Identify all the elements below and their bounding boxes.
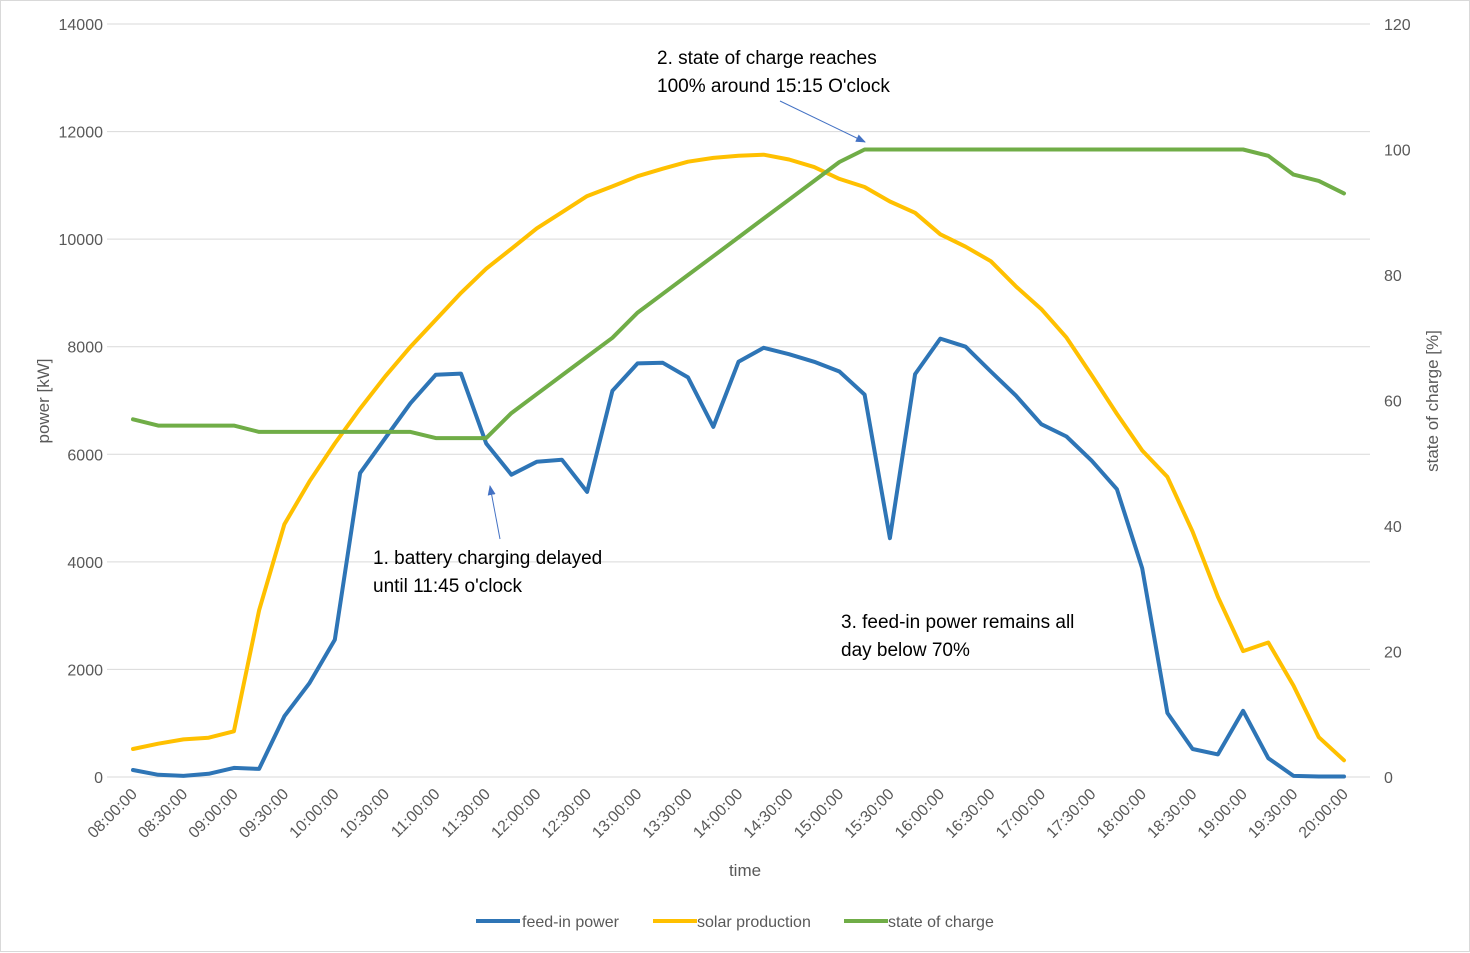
y2-tick-label: 0 [1384, 770, 1393, 787]
annotation-3: 3. feed-in power remains all day below 7… [841, 612, 1074, 661]
y2-tick-label: 20 [1384, 645, 1402, 662]
x-axis-title: time [729, 861, 761, 880]
series-line-feed-in-power [131, 336, 1346, 779]
series-lines [131, 147, 1346, 779]
annotation-1-arrow [487, 485, 501, 540]
x-tick-label: 19:00:00 [1195, 786, 1251, 842]
legend-label-state-of-charge: state of charge [888, 914, 994, 931]
legend-label-solar-production: solar production [697, 914, 811, 931]
x-tick-label: 18:00:00 [1094, 786, 1150, 842]
x-tick-label: 10:00:00 [287, 786, 343, 842]
x-tick-label: 15:30:00 [842, 786, 898, 842]
y-tick-label: 6000 [67, 447, 103, 464]
legend-label-feed-in-power: feed-in power [522, 914, 620, 931]
x-tick-label: 18:30:00 [1144, 786, 1200, 842]
x-tick-label: 20:00:00 [1296, 786, 1352, 842]
x-tick-label: 08:00:00 [85, 786, 141, 842]
x-tick-label: 16:30:00 [943, 786, 999, 842]
x-tick-label: 09:00:00 [186, 786, 242, 842]
y2-tick-label: 120 [1384, 17, 1411, 34]
x-tick-label: 16:00:00 [892, 786, 948, 842]
y-tick-label: 2000 [67, 662, 103, 679]
x-tick-label: 09:30:00 [236, 786, 292, 842]
x-tick-label: 12:00:00 [488, 786, 544, 842]
y2-tick-label: 80 [1384, 268, 1402, 285]
y2-tick-label: 60 [1384, 394, 1402, 411]
x-tick-label: 11:00:00 [388, 786, 443, 841]
annotation-2: 2. state of charge reaches 100% around 1… [657, 48, 890, 143]
annotation-2-line-2: 100% around 15:15 O'clock [657, 76, 890, 97]
annotation-2-arrow [779, 100, 866, 143]
y-tick-label: 8000 [67, 340, 103, 357]
annotation-3-line-2: day below 70% [841, 640, 970, 661]
x-tick-label: 08:30:00 [135, 786, 191, 842]
y2-tick-label: 100 [1384, 143, 1411, 160]
x-tick-label: 12:30:00 [539, 786, 595, 842]
series-line-state-of-charge [131, 147, 1346, 441]
series-line-solar-production [131, 152, 1346, 763]
x-tick-label: 15:00:00 [791, 786, 847, 842]
y-tick-label: 0 [94, 770, 103, 787]
x-tick-label: 17:00:00 [993, 786, 1049, 842]
gridlines [107, 23, 1370, 778]
legend: feed-in power solar production state of … [476, 914, 994, 931]
x-tick-label: 14:00:00 [690, 786, 746, 842]
x-tick-label: 17:30:00 [1043, 786, 1099, 842]
x-tick-label: 13:30:00 [640, 786, 696, 842]
annotation-1-line-1: 1. battery charging delayed [373, 548, 602, 569]
x-tick-label: 19:30:00 [1245, 786, 1301, 842]
x-tick-label: 14:30:00 [741, 786, 797, 842]
y-tick-label: 10000 [59, 232, 104, 249]
y2-tick-label: 40 [1384, 519, 1402, 536]
x-tick-label: 10:30:00 [337, 786, 393, 842]
y-tick-label: 12000 [59, 125, 104, 142]
y2-axis-title: state of charge [%] [1423, 330, 1442, 472]
y-axis-title: power [kW] [34, 358, 53, 443]
annotation-1-line-2: until 11:45 o'clock [373, 576, 523, 597]
annotation-3-line-1: 3. feed-in power remains all [841, 612, 1074, 633]
annotation-1: 1. battery charging delayed until 11:45 … [373, 485, 602, 597]
x-tick-label: 11:30:00 [439, 786, 494, 841]
y-tick-label: 14000 [59, 17, 104, 34]
annotation-2-line-1: 2. state of charge reaches [657, 48, 877, 69]
axes: 0 2000 4000 6000 8000 10000 12000 14000 0 20 40 60 8… [59, 17, 1411, 842]
x-tick-label: 13:00:00 [589, 786, 645, 842]
y-tick-label: 4000 [67, 555, 103, 572]
